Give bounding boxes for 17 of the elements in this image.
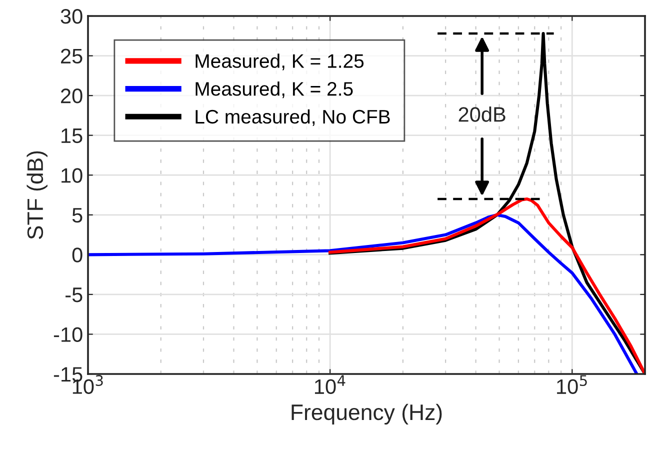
y-tick-label: -5 [66,288,82,302]
legend-label: LC measured, No CFB [196,109,390,126]
annotation: 20dB [458,106,506,122]
y-tick-label: 20 [61,88,82,104]
y-tick-label: 30 [60,9,82,24]
x-tick-label: 10$^{5}$ [557,375,587,394]
y-tick-label: 15 [62,128,82,144]
y-tick-label: 0 [72,248,82,262]
legend-label: Measured, K = 1.25 [196,54,364,70]
y-tick-label: 10 [62,168,82,183]
y-axis-title: STF (dB) [26,151,48,240]
y-tick-label: 25 [61,48,82,64]
x-tick-label: 10$^{4}$ [314,375,346,394]
y-tick-label: 5 [72,208,82,223]
x-axis-title: Frequency (Hz) [292,404,442,425]
y-tick-label: -10 [54,327,82,342]
legend-label: Measured, K = 2.5 [196,82,353,98]
